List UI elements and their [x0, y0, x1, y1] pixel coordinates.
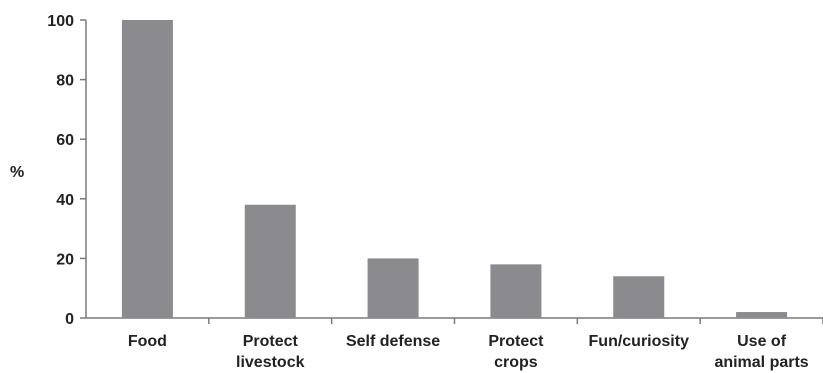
x-category-label-line: Protect: [488, 333, 544, 350]
x-axis: [86, 317, 823, 324]
x-category-label-line: Self defense: [346, 333, 440, 350]
x-category-label-line: Fun/curiosity: [589, 333, 690, 350]
x-category-label: Self defense: [346, 333, 440, 350]
y-axis: 0 20 40 60 80 100: [47, 13, 87, 328]
bar: [736, 312, 788, 318]
category-labels: Food Protect livestock Self defense Protect c…: [128, 333, 809, 371]
x-category-label-line: Use of: [737, 333, 787, 350]
bar: [490, 264, 542, 318]
y-tick-label: 100: [47, 13, 74, 30]
bar: [367, 258, 419, 318]
x-category-label: Protect crops: [488, 333, 544, 371]
y-tick-label: 80: [56, 73, 74, 90]
y-tick-label: 20: [56, 251, 74, 268]
x-category-label-line: crops: [494, 354, 538, 371]
x-category-label-line: animal parts: [714, 354, 808, 371]
bar: [244, 204, 296, 318]
y-tick-label: 40: [56, 192, 74, 209]
bar: [613, 276, 665, 318]
bar: [121, 20, 173, 318]
x-category-label: Use of animal parts: [714, 333, 808, 371]
x-category-label: Protect livestock: [236, 333, 305, 371]
bars: [121, 20, 788, 318]
y-axis-title: %: [10, 164, 24, 181]
y-tick-label: 0: [65, 311, 74, 328]
x-category-label-line: livestock: [236, 354, 305, 371]
x-category-label-line: Protect: [243, 333, 299, 350]
x-category-label: Fun/curiosity: [589, 333, 690, 350]
x-category-label-line: Food: [128, 333, 167, 350]
y-tick-label: 60: [56, 132, 74, 149]
x-category-label: Food: [128, 333, 167, 350]
